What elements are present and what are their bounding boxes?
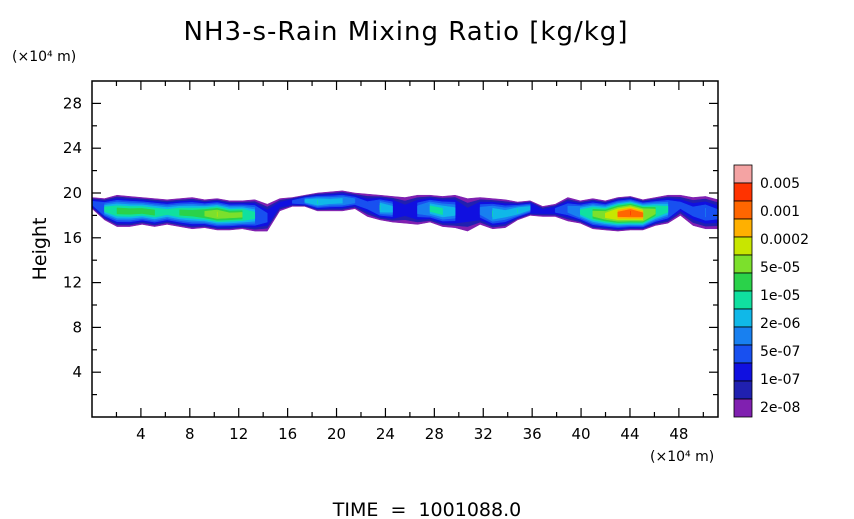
colorbar-label: 2e-06	[760, 316, 800, 332]
heatmap-field	[91, 190, 719, 232]
colorbar-swatch	[733, 308, 753, 328]
colorbar-swatch	[733, 218, 753, 238]
y-axis-label: Height	[29, 218, 51, 281]
x-tick-label: 32	[474, 425, 493, 443]
x-tick-label: 8	[185, 425, 195, 443]
colorbar-label: 5e-07	[760, 344, 800, 360]
colorbar-label: 1e-07	[760, 372, 800, 388]
x-tick-label: 12	[229, 425, 248, 443]
y-tick-label: 20	[63, 184, 82, 202]
x-tick-labels: 4 8 12 16 20 24 28 32 36 40 44 48	[136, 425, 688, 443]
y-tick-label: 28	[63, 94, 82, 112]
y-tick-labels: 4 8 12 16 20 24 28	[63, 94, 82, 381]
y-tick-label: 8	[72, 318, 82, 336]
heatmap-contour-band	[116, 207, 155, 216]
x-tick-label: 44	[620, 425, 639, 443]
heatmap-contour-band	[304, 198, 343, 206]
plot-frame	[91, 80, 719, 418]
colorbar-swatch	[733, 380, 753, 400]
colorbar-swatch	[733, 272, 753, 292]
x-tick-label: 4	[136, 425, 146, 443]
colorbar-swatch	[733, 254, 753, 274]
chart-title: NH3-s-Rain Mixing Ratio [kg/kg]	[184, 17, 629, 47]
heatmap-contour-band	[204, 209, 243, 219]
x-tick-label: 28	[425, 425, 444, 443]
y-tick-label: 24	[63, 139, 82, 157]
colorbar-swatch	[733, 326, 753, 346]
colorbar-swatch	[733, 200, 753, 220]
colorbar-label: 5e-05	[760, 260, 800, 276]
y-tick-label: 16	[63, 229, 82, 247]
colorbar-label: 1e-05	[760, 288, 800, 304]
colorbar-swatch	[733, 344, 753, 364]
colorbar: 0.005 0.001 0.0002 5e-05 1e-05 2e-06 5e-07 1e-0…	[733, 164, 809, 418]
x-tick-label: 36	[523, 425, 542, 443]
y-unit-label: (×10⁴ m)	[12, 49, 76, 65]
x-unit-label: (×10⁴ m)	[650, 449, 714, 465]
colorbar-label: 2e-08	[760, 400, 800, 416]
heatmap-contour-band	[429, 205, 443, 216]
footer-time: TIME = 1001088.0	[332, 499, 521, 519]
colorbar-swatch	[733, 362, 753, 382]
colorbar-label: 0.001	[760, 204, 800, 220]
x-tick-label: 24	[376, 425, 395, 443]
y-tick-label: 12	[63, 274, 82, 292]
colorbar-swatch	[733, 164, 753, 184]
x-tick-label: 20	[327, 425, 346, 443]
colorbar-swatch	[733, 290, 753, 310]
colorbar-label: 0.0002	[760, 232, 809, 248]
colorbar-swatch	[733, 236, 753, 256]
x-tick-label: 48	[669, 425, 688, 443]
x-tick-label: 40	[572, 425, 591, 443]
colorbar-label: 0.005	[760, 176, 800, 192]
axis-ticks	[92, 81, 718, 417]
colorbar-swatch	[733, 398, 753, 418]
colorbar-swatch	[733, 182, 753, 202]
heatmap-contour-band	[492, 206, 531, 220]
x-tick-label: 16	[278, 425, 297, 443]
y-tick-label: 4	[72, 363, 82, 381]
